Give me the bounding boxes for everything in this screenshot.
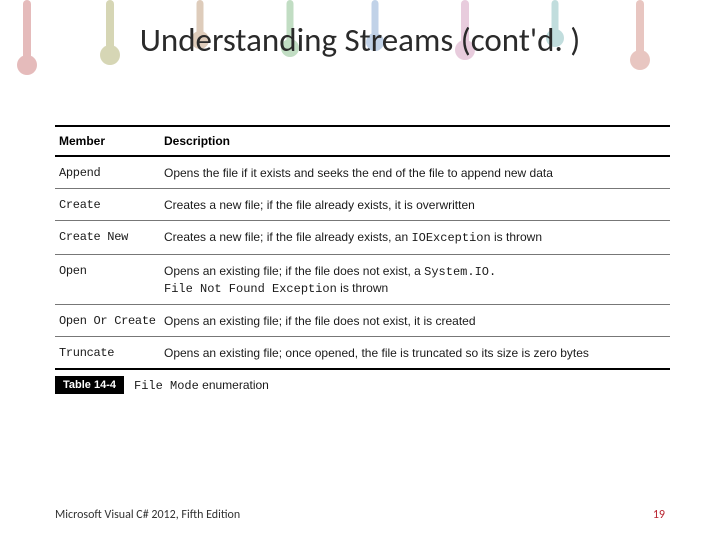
enumeration-table-region: Member Description AppendOpens the file …: [55, 125, 670, 394]
member-cell: Open Or Create: [55, 304, 160, 336]
member-cell: Create: [55, 189, 160, 221]
description-cell: Creates a new file; if the file already …: [160, 221, 670, 254]
description-cell: Opens an existing file; if the file does…: [160, 304, 670, 336]
page-number: 19: [653, 508, 665, 522]
description-cell: Creates a new file; if the file already …: [160, 189, 670, 221]
col-description-header: Description: [160, 126, 670, 156]
table-body: AppendOpens the file if it exists and se…: [55, 156, 670, 369]
member-cell: Create New: [55, 221, 160, 254]
table-caption: Table 14-4 File Mode enumeration: [55, 376, 670, 394]
description-cell: Opens the file if it exists and seeks th…: [160, 156, 670, 189]
filemode-table: Member Description AppendOpens the file …: [55, 125, 670, 370]
table-row: CreateCreates a new file; if the file al…: [55, 189, 670, 221]
table-header-row: Member Description: [55, 126, 670, 156]
table-row: TruncateOpens an existing file; once ope…: [55, 337, 670, 370]
table-row: OpenOpens an existing file; if the file …: [55, 254, 670, 304]
member-cell: Truncate: [55, 337, 160, 370]
table-row: AppendOpens the file if it exists and se…: [55, 156, 670, 189]
description-cell: Opens an existing file; once opened, the…: [160, 337, 670, 370]
table-caption-text: File Mode enumeration: [134, 378, 269, 393]
description-cell: Opens an existing file; if the file does…: [160, 254, 670, 304]
member-cell: Open: [55, 254, 160, 304]
table-number-badge: Table 14-4: [55, 376, 124, 394]
slide-title: Understanding Streams (cont'd. ): [0, 20, 720, 60]
table-row: Create NewCreates a new file; if the fil…: [55, 221, 670, 254]
member-cell: Append: [55, 156, 160, 189]
col-member-header: Member: [55, 126, 160, 156]
footer-book-title: Microsoft Visual C# 2012, Fifth Edition: [55, 508, 240, 522]
table-row: Open Or CreateOpens an existing file; if…: [55, 304, 670, 336]
